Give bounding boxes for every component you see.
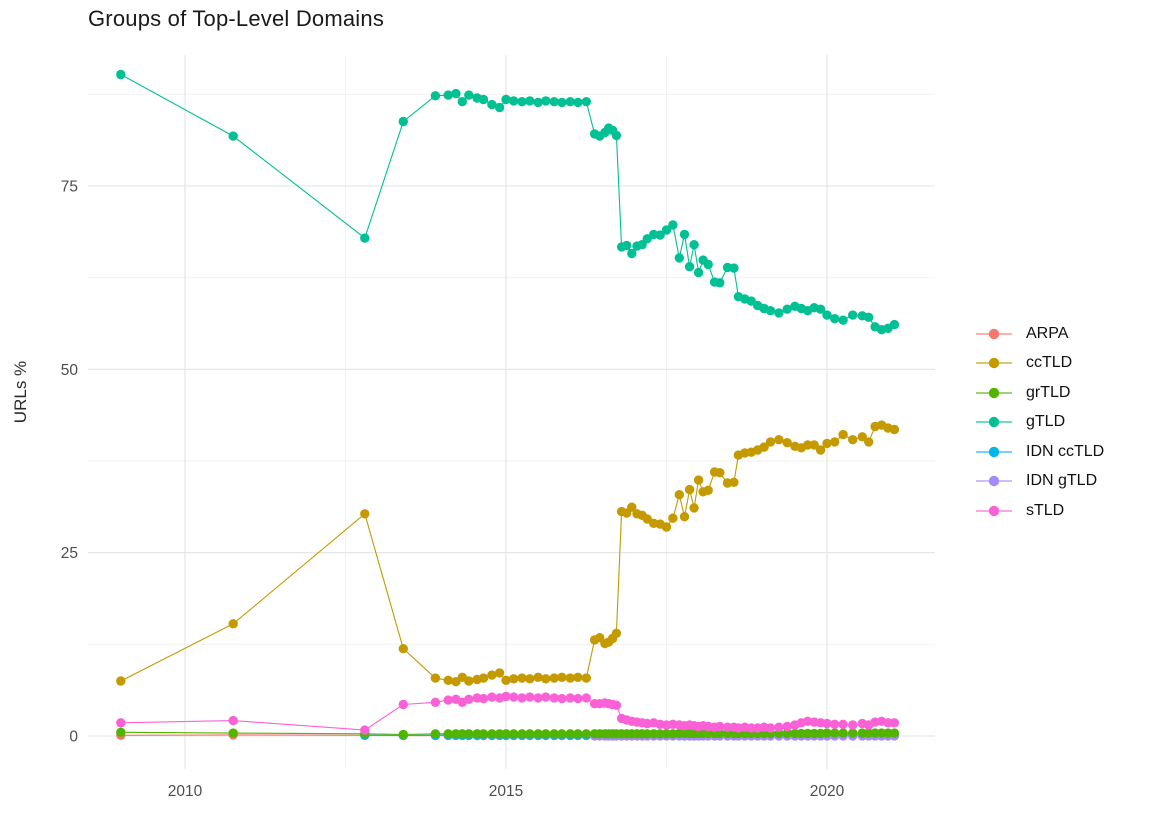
legend-marker-gtld bbox=[976, 417, 1012, 428]
legend: ARPA ccTLD grTLD gTLD IDN ccTLD IDN gTLD sTLD bbox=[974, 319, 1104, 526]
legend-item-arpa: ARPA bbox=[974, 319, 1104, 349]
y-tick-label: 50 bbox=[61, 362, 79, 379]
legend-marker-grtld bbox=[976, 387, 1012, 398]
legend-label: ccTLD bbox=[1026, 354, 1073, 372]
legend-label: gTLD bbox=[1026, 413, 1066, 431]
y-tick-label: 25 bbox=[61, 545, 78, 562]
legend-item-gtld: gTLD bbox=[974, 408, 1104, 438]
chart-title: Groups of Top-Level Domains bbox=[88, 6, 385, 31]
legend-label: IDN ccTLD bbox=[1026, 442, 1105, 460]
legend-label: sTLD bbox=[1026, 501, 1065, 519]
legend-item-stld: sTLD bbox=[974, 496, 1104, 526]
legend-label: grTLD bbox=[1026, 383, 1071, 401]
x-tick-label: 2015 bbox=[489, 783, 523, 800]
legend-marker-idn-gtld bbox=[976, 476, 1012, 487]
legend-item-cctld: ccTLD bbox=[974, 349, 1104, 379]
axis-tick-labels: 0 25 50 75 2010 2015 2020 bbox=[61, 179, 845, 800]
y-tick-label: 0 bbox=[69, 729, 78, 746]
legend-item-idn-cctld: IDN ccTLD bbox=[974, 437, 1104, 467]
gridlines bbox=[88, 55, 935, 769]
legend-item-grtld: grTLD bbox=[974, 378, 1104, 408]
y-tick-label: 75 bbox=[61, 179, 78, 196]
series-gtld bbox=[116, 69, 900, 335]
x-tick-label: 2010 bbox=[168, 783, 203, 800]
legend-marker-idn-cctld bbox=[976, 446, 1012, 457]
series-grtld bbox=[116, 727, 900, 740]
series-stld bbox=[116, 691, 900, 735]
x-tick-label: 2020 bbox=[810, 783, 845, 800]
legend-item-idn-gtld: IDN gTLD bbox=[974, 467, 1104, 497]
legend-marker-stld bbox=[976, 505, 1012, 516]
legend-marker-cctld bbox=[976, 358, 1012, 369]
legend-label: ARPA bbox=[1026, 324, 1069, 342]
legend-marker-arpa bbox=[976, 328, 1012, 339]
series-cctld bbox=[116, 420, 900, 687]
legend-label: IDN gTLD bbox=[1026, 472, 1098, 490]
